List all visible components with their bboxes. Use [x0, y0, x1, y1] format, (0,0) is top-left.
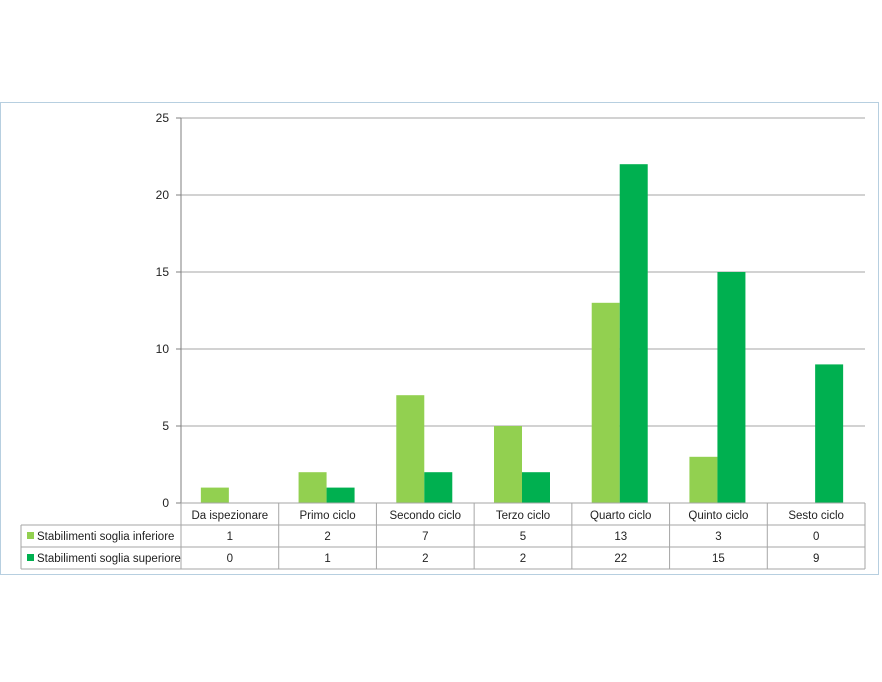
category-label: Da ispezionare — [191, 510, 268, 522]
table-value: 2 — [520, 553, 526, 565]
table-value: 13 — [614, 531, 627, 543]
bar-superiore-2 — [424, 472, 453, 503]
table-value: 5 — [520, 531, 526, 543]
category-label: Sesto ciclo — [788, 510, 844, 522]
y-tick-label: 25 — [156, 111, 170, 125]
bar-inferiore-0 — [200, 487, 229, 503]
bar-inferiore-1 — [298, 472, 327, 503]
legend-swatch-1 — [27, 554, 34, 561]
table-value: 3 — [715, 531, 721, 543]
category-label: Primo ciclo — [299, 510, 355, 522]
table-value: 1 — [324, 553, 330, 565]
chart-frame: 0 5 10 15 20 25 Da ispezionare Primo ciclo Seco… — [0, 102, 879, 575]
y-tick-label: 15 — [156, 265, 170, 279]
bar-superiore-4 — [619, 164, 648, 503]
table-value: 2 — [422, 553, 428, 565]
table-value: 15 — [712, 553, 725, 565]
table-value: 7 — [422, 531, 428, 543]
legend-label-0: Stabilimenti soglia inferiore — [37, 531, 174, 543]
category-label: Secondo ciclo — [389, 510, 461, 522]
category-label: Quinto ciclo — [688, 510, 748, 522]
table-value: 9 — [813, 553, 819, 565]
table-value: 0 — [227, 553, 233, 565]
table-value: 1 — [227, 531, 233, 543]
y-tick-label: 20 — [156, 188, 170, 202]
legend-label-1: Stabilimenti soglia superiore — [37, 553, 181, 565]
bars — [200, 164, 844, 503]
y-tick-label: 10 — [156, 342, 170, 356]
bar-superiore-1 — [326, 487, 355, 503]
table-value: 0 — [813, 531, 819, 543]
table-value: 2 — [324, 531, 330, 543]
axes: 0 5 10 15 20 25 — [156, 111, 182, 510]
y-tick-label: 5 — [162, 419, 169, 433]
bar-superiore-5 — [717, 272, 746, 503]
category-label: Terzo ciclo — [496, 510, 550, 522]
y-tick-label: 0 — [162, 496, 169, 510]
gridlines — [181, 117, 865, 427]
table-value: 22 — [614, 553, 627, 565]
bar-inferiore-5 — [689, 456, 718, 503]
category-label: Quarto ciclo — [590, 510, 651, 522]
bar-inferiore-4 — [591, 302, 620, 503]
bar-inferiore-3 — [494, 426, 522, 503]
bar-superiore-3 — [522, 472, 550, 503]
bar-superiore-6 — [815, 364, 844, 503]
legend-swatch-0 — [27, 532, 34, 539]
data-table: Da ispezionare Primo ciclo Secondo ciclo Te… — [20, 502, 866, 570]
bar-inferiore-2 — [396, 395, 425, 503]
